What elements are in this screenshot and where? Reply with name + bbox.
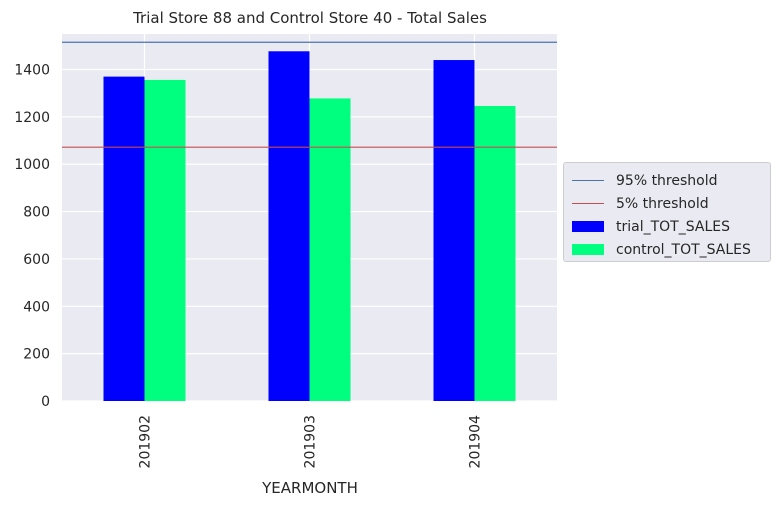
y-tick-label: 200 bbox=[23, 347, 50, 363]
y-tick-label: 1000 bbox=[14, 157, 50, 173]
legend-item-95-threshold: 95% threshold bbox=[572, 169, 762, 192]
legend-label: 95% threshold bbox=[616, 172, 718, 189]
legend-bar-swatch bbox=[572, 221, 604, 232]
bars bbox=[103, 51, 516, 401]
legend-item-trial-sales: trial_TOT_SALES bbox=[572, 215, 762, 238]
legend: 95% threshold 5% threshold trial_TOT_SAL… bbox=[563, 162, 771, 262]
legend-item-5-threshold: 5% threshold bbox=[572, 192, 762, 215]
legend-line-swatch bbox=[572, 180, 604, 181]
y-tick-label: 1400 bbox=[14, 63, 50, 79]
bar-control-tot-sales-201903 bbox=[309, 98, 351, 401]
legend-label: trial_TOT_SALES bbox=[616, 218, 730, 235]
legend-label: control_TOT_SALES bbox=[616, 241, 751, 258]
legend-bar-swatch bbox=[572, 244, 604, 255]
x-tick-label: 201904 bbox=[468, 415, 484, 469]
bar-control-tot-sales-201902 bbox=[144, 79, 186, 401]
y-tick-label: 0 bbox=[41, 394, 50, 410]
x-axis: 201902 201903 201904 bbox=[138, 415, 484, 469]
y-tick-label: 400 bbox=[23, 299, 50, 315]
legend-line-swatch bbox=[572, 203, 604, 204]
y-axis: 0 200 400 600 800 1000 1200 1400 bbox=[14, 63, 50, 410]
bar-trial-tot-sales-201903 bbox=[268, 51, 310, 401]
y-tick-label: 600 bbox=[23, 252, 50, 268]
bar-trial-tot-sales-201904 bbox=[433, 60, 475, 401]
chart-title: Trial Store 88 and Control Store 40 - To… bbox=[132, 9, 487, 27]
x-tick-label: 201902 bbox=[138, 415, 154, 468]
bar-control-tot-sales-201904 bbox=[474, 105, 516, 401]
x-axis-label: YEARMONTH bbox=[261, 479, 358, 497]
x-tick-label: 201903 bbox=[303, 415, 319, 468]
reference-lines bbox=[62, 41, 557, 148]
legend-label: 5% threshold bbox=[616, 195, 709, 212]
bar-trial-tot-sales-201902 bbox=[103, 76, 145, 401]
y-tick-label: 800 bbox=[23, 205, 50, 221]
legend-item-control-sales: control_TOT_SALES bbox=[572, 238, 762, 261]
y-tick-label: 1200 bbox=[14, 110, 50, 126]
